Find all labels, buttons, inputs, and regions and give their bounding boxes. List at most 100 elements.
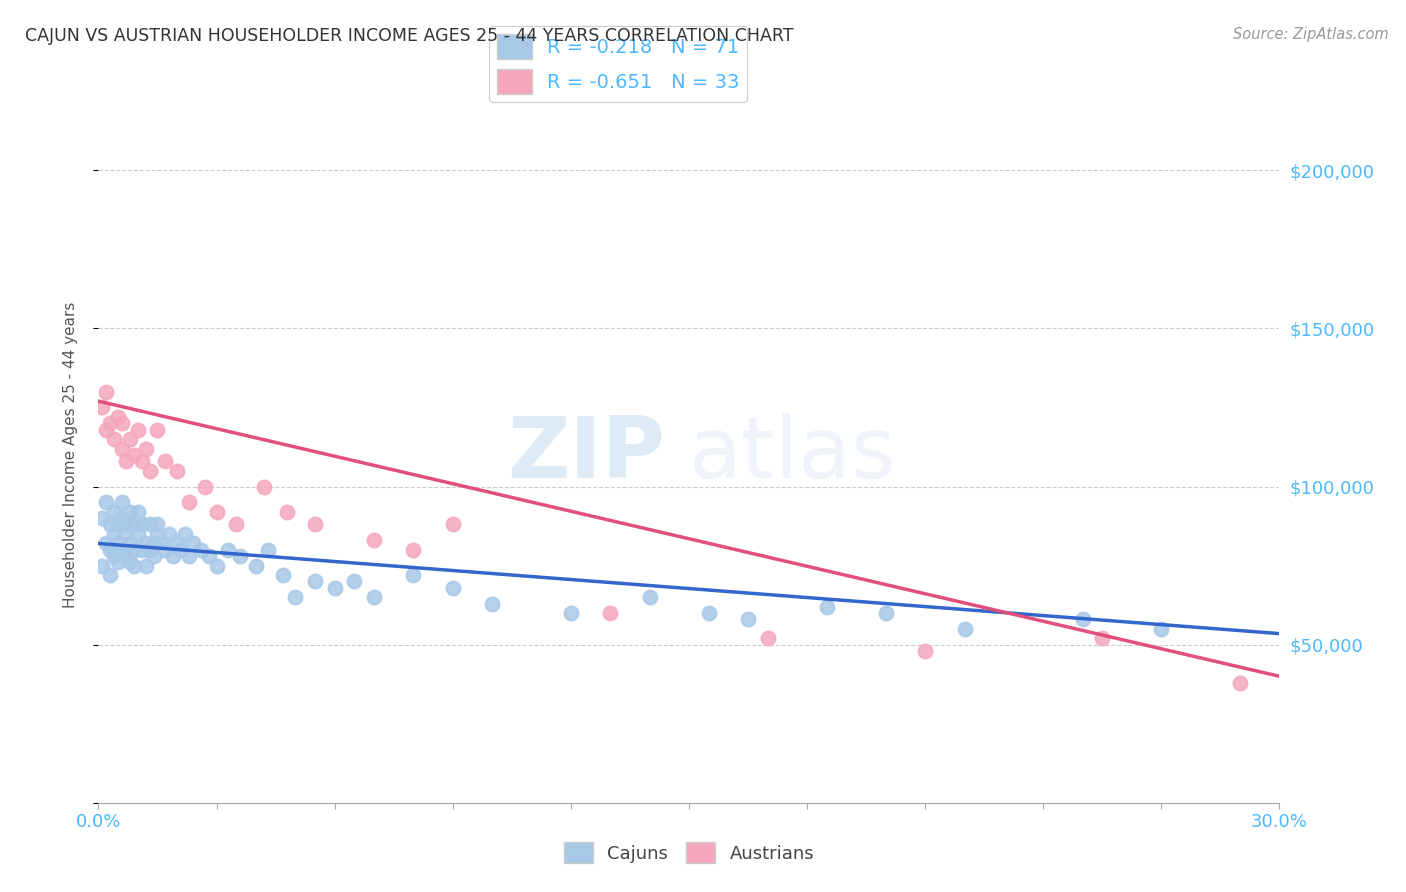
Point	[245, 558, 267, 573]
Point	[127, 505, 149, 519]
Point	[127, 527, 149, 541]
Point	[190, 542, 212, 557]
Point	[138, 542, 160, 557]
Point	[697, 606, 720, 620]
Point	[135, 558, 157, 573]
Point	[402, 542, 425, 557]
Text: Source: ZipAtlas.com: Source: ZipAtlas.com	[1233, 27, 1389, 42]
Point	[194, 479, 217, 493]
Point	[304, 517, 326, 532]
Point	[122, 542, 145, 557]
Point	[441, 581, 464, 595]
Point	[138, 464, 160, 478]
Point	[225, 517, 247, 532]
Point	[638, 591, 661, 605]
Point	[253, 479, 276, 493]
Point	[107, 536, 129, 550]
Point	[1071, 612, 1094, 626]
Point	[142, 536, 165, 550]
Point	[177, 495, 200, 509]
Point	[118, 432, 141, 446]
Point	[111, 542, 134, 557]
Point	[273, 568, 295, 582]
Point	[166, 536, 188, 550]
Point	[1229, 675, 1251, 690]
Point	[737, 612, 759, 626]
Point	[402, 568, 425, 582]
Point	[146, 527, 169, 541]
Point	[107, 517, 129, 532]
Point	[131, 542, 153, 557]
Point	[115, 454, 138, 468]
Point	[127, 423, 149, 437]
Point	[875, 606, 897, 620]
Point	[107, 409, 129, 424]
Point	[111, 442, 134, 456]
Point	[103, 549, 125, 563]
Point	[103, 527, 125, 541]
Point	[170, 542, 193, 557]
Point	[914, 644, 936, 658]
Text: atlas: atlas	[689, 413, 897, 497]
Point	[111, 511, 134, 525]
Y-axis label: Householder Income Ages 25 - 44 years: Householder Income Ages 25 - 44 years	[63, 301, 77, 608]
Point	[155, 454, 177, 468]
Point	[91, 401, 114, 415]
Point	[815, 599, 838, 614]
Point	[150, 536, 173, 550]
Point	[155, 542, 177, 557]
Point	[98, 517, 121, 532]
Point	[103, 505, 125, 519]
Point	[323, 581, 346, 595]
Point	[304, 574, 326, 589]
Point	[111, 417, 134, 431]
Point	[96, 423, 118, 437]
Text: ZIP: ZIP	[508, 413, 665, 497]
Legend: Cajuns, Austrians: Cajuns, Austrians	[557, 835, 821, 871]
Point	[122, 448, 145, 462]
Point	[115, 527, 138, 541]
Point	[197, 549, 219, 563]
Point	[1091, 632, 1114, 646]
Point	[96, 384, 118, 399]
Point	[111, 495, 134, 509]
Point	[122, 517, 145, 532]
Point	[118, 536, 141, 550]
Point	[118, 505, 141, 519]
Point	[115, 549, 138, 563]
Point	[363, 533, 385, 548]
Point	[131, 454, 153, 468]
Point	[441, 517, 464, 532]
Point	[122, 558, 145, 573]
Point	[91, 558, 114, 573]
Point	[157, 527, 180, 541]
Point	[103, 432, 125, 446]
Point	[1150, 622, 1173, 636]
Point	[146, 517, 169, 532]
Point	[131, 517, 153, 532]
Point	[142, 549, 165, 563]
Point	[107, 556, 129, 570]
Point	[205, 505, 228, 519]
Point	[146, 423, 169, 437]
Point	[756, 632, 779, 646]
Point	[98, 417, 121, 431]
Point	[118, 556, 141, 570]
Point	[276, 505, 298, 519]
Point	[115, 517, 138, 532]
Text: CAJUN VS AUSTRIAN HOUSEHOLDER INCOME AGES 25 - 44 YEARS CORRELATION CHART: CAJUN VS AUSTRIAN HOUSEHOLDER INCOME AGE…	[25, 27, 794, 45]
Point	[181, 536, 204, 550]
Point	[953, 622, 976, 636]
Point	[343, 574, 366, 589]
Point	[98, 568, 121, 582]
Point	[217, 542, 239, 557]
Point	[256, 542, 278, 557]
Point	[174, 527, 197, 541]
Point	[135, 442, 157, 456]
Point	[177, 549, 200, 563]
Point	[96, 536, 118, 550]
Point	[205, 558, 228, 573]
Point	[138, 517, 160, 532]
Point	[98, 542, 121, 557]
Point	[229, 549, 252, 563]
